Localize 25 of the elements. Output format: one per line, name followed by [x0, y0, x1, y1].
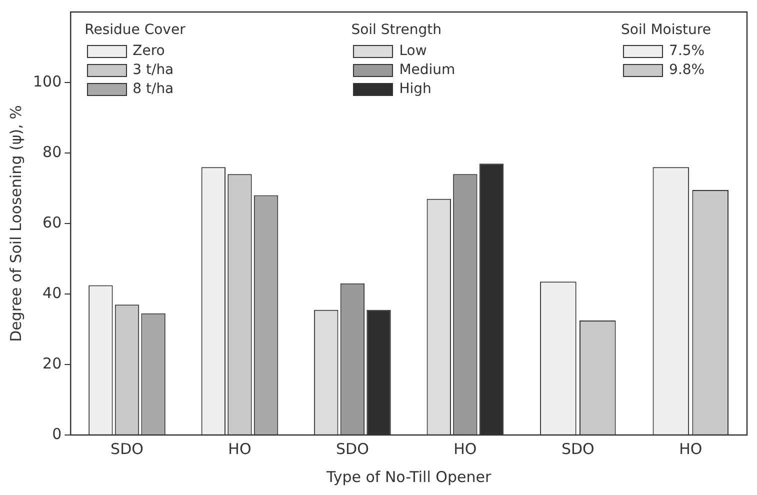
y-tick-label: 20 — [42, 354, 62, 372]
x-axis-title: Type of No-Till Opener — [326, 468, 492, 486]
y-tick-label: 60 — [42, 213, 62, 232]
legend-label: High — [399, 81, 432, 97]
x-tick-label: SDO — [110, 440, 144, 458]
legend-label: Low — [399, 43, 427, 59]
y-axis-title: Degree of Soil Loosening (ψ), % — [6, 105, 25, 342]
annotation: Soil Strength — [351, 22, 442, 38]
y-tick-label: 80 — [42, 142, 62, 161]
annotation: Soil Moisture — [621, 22, 711, 38]
x-tick-label: HO — [679, 440, 702, 458]
x-tick-label: HO — [454, 440, 477, 458]
y-tick-label: 100 — [32, 72, 62, 90]
legend-label: 9.8% — [669, 62, 705, 78]
y-tick-label: 0 — [52, 424, 62, 443]
annotation: Residue Cover — [84, 22, 186, 38]
x-tick-label: SDO — [561, 440, 594, 458]
legend-label: Zero — [132, 43, 165, 59]
y-tick-label: 40 — [42, 284, 62, 302]
x-tick-label: SDO — [336, 440, 369, 458]
legend-label: Medium — [399, 62, 456, 78]
legend-label: 7.5% — [669, 43, 705, 59]
legend-label: 3 t/ha — [132, 62, 174, 78]
x-tick-label: HO — [228, 440, 252, 458]
legend-label: 8 t/ha — [132, 81, 174, 97]
